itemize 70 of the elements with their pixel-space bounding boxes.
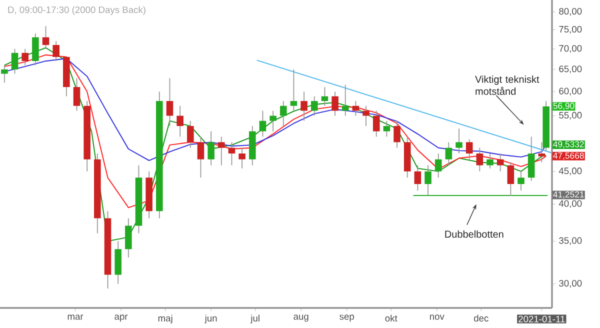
candlestick [259,110,266,138]
annotation: 56,90 [553,102,574,110]
candlestick [434,153,442,178]
candlestick [394,120,400,148]
y-tick-label: 30,00 [559,280,582,288]
candlestick [52,40,60,62]
candlestick [456,128,462,154]
x-tick-label: mar [68,314,84,320]
candlestick [383,120,390,138]
candlestick [290,68,298,112]
candlestick [228,142,236,166]
x-tick-label: okt [385,314,398,322]
y-tick-label: 55,00 [559,112,582,120]
x-tick-label: maj [158,314,172,324]
candlestick [332,91,338,116]
x-tick-label: apr [114,314,128,322]
candlestick [321,86,328,106]
y-tick-label: 70,00 [559,45,582,53]
text: D, 09:00-17:30 (2000 Days Back) [8,6,146,15]
candlestick [476,147,484,172]
candlestick [270,110,276,132]
x-tick-label: jun [204,314,217,324]
x-tick-label: nov [430,314,444,320]
x-tick-label: aug [294,314,308,322]
x-tick-label: sep [340,314,354,322]
candlestick [1,64,8,84]
candlestick [208,130,214,166]
candlestick [73,78,80,112]
text: 41,2521 [553,191,584,199]
y-tick-label: 40,00 [558,200,582,208]
candlestick [187,120,194,148]
candlestick [32,33,39,66]
annotation: Dubbelbotten [445,230,504,238]
candlestick [11,48,18,74]
annotation: Viktigt tekniskt motstånd [475,76,540,95]
candlestick [342,84,349,116]
y-tick-label: 35,00 [559,237,582,245]
x-tick-label: 2021-01-11 [518,316,565,322]
text: 47,5668 [553,152,584,160]
candlestick [197,136,204,178]
candlestick [414,164,422,192]
candlestick [166,78,174,127]
candlestick [518,170,524,192]
candlestick [22,48,28,66]
candlestick [310,96,318,116]
candlestick [362,105,370,127]
y-tick-label: 60,00 [559,88,582,96]
y-tick-label: 45,00 [558,168,582,176]
candlestick [538,142,546,163]
y-tick-label: 75,00 [559,26,582,34]
candlestick [507,162,514,196]
y-tick-label: 80,00 [559,8,582,16]
candlestick [42,26,50,50]
candlestick [445,142,452,166]
x-tick-label: dec [474,314,488,322]
candlestick [218,136,225,166]
candlestick [486,153,494,169]
candlestick [238,147,246,169]
candlestick [466,138,473,160]
candlestick [176,105,184,138]
line-series [4,54,547,208]
x-tick-label: jul [250,314,260,324]
candlestick [300,91,308,122]
candlestick [372,110,380,138]
candlestick [280,100,287,127]
text: 49,5332 [553,141,584,148]
candlestick [352,100,360,116]
candlestick [496,153,504,172]
y-tick-label: 65,00 [559,66,582,74]
candlestick [125,218,132,258]
